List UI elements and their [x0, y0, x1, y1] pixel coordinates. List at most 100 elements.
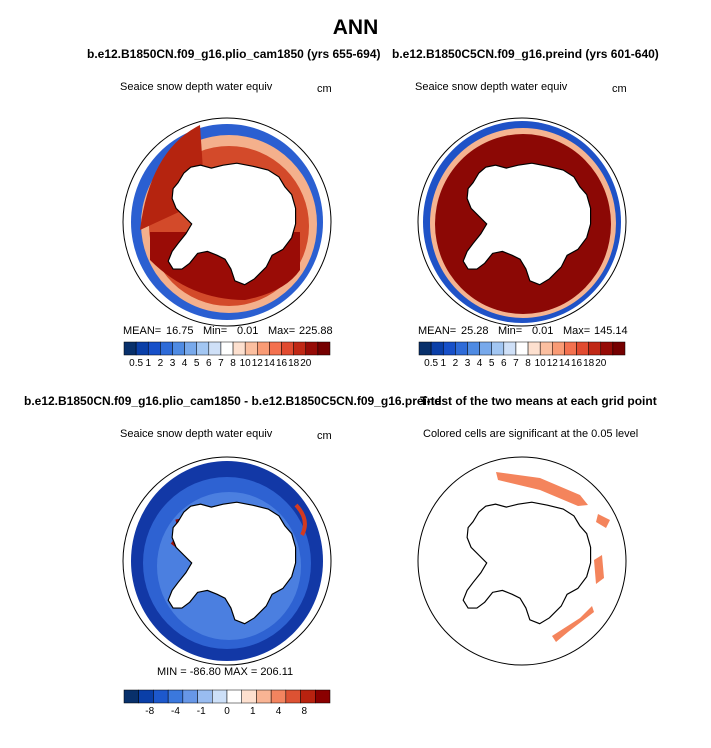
panel-tr-colorbar: 0.5 1 2 3 4 5 6 7 8 10 12 14 16 18 20: [418, 341, 626, 369]
panel-bl-colorbar-tick-label: 0: [224, 706, 230, 717]
panel-tr-min-value: 0.01: [532, 325, 554, 337]
panel-tl-mean-label: MEAN=: [123, 325, 162, 337]
panel-bl-map: [122, 456, 332, 666]
panel-bl-colorbar-swatch: [256, 689, 272, 704]
panel-bl-minmax: MIN = -86.80 MAX = 206.11: [157, 666, 294, 678]
panel-tl-colorbar-tick-label: 5: [194, 358, 200, 369]
panel-tr-colorbar-swatch: [588, 341, 602, 356]
panel-tl-min-label: Min=: [203, 325, 228, 337]
panel-tr-colorbar-swatch: [576, 341, 589, 356]
panel-bl-colorbar-tick-label: -1: [197, 706, 206, 717]
significant-region-east-2: [594, 555, 604, 584]
panel-br-case-title: T-test of the two means at each grid poi…: [420, 394, 657, 408]
panel-bl-colorbar-swatch: [285, 689, 301, 704]
panel-tl-colorbar-tick-label: 18: [288, 358, 300, 369]
panel-tr-colorbar-tick-label: 12: [547, 358, 559, 369]
significant-region-north: [496, 472, 588, 506]
panel-tr-min-label: Min=: [498, 325, 523, 337]
panel-bl-units: cm: [317, 430, 332, 442]
panel-tl-colorbar-swatch: [184, 341, 197, 356]
panel-tr-colorbar-tick-label: 8: [525, 358, 531, 369]
panel-tl-mean-value: 16.75: [166, 325, 194, 337]
panel-tl-colorbar-tick-label: 3: [170, 358, 176, 369]
panel-tl-colorbar-tick-label: 20: [300, 358, 312, 369]
panel-tl-colorbar-swatch: [305, 341, 319, 356]
panel-tl-colorbar-tick-label: 7: [218, 358, 224, 369]
panel-tr-colorbar-tick-label: 2: [453, 358, 459, 369]
panel-tr-max-value: 145.14: [594, 325, 628, 337]
panel-tl-colorbar-tick-label: 0.5: [129, 358, 143, 369]
panel-tl-colorbar-tick-label: 8: [230, 358, 236, 369]
panel-bl-colorbar-swatch: [197, 689, 213, 704]
panel-tr-case-title: b.e12.B1850C5CN.f09_g16.preind (yrs 601-…: [392, 47, 659, 61]
panel-tr-colorbar-tick-label: 5: [489, 358, 495, 369]
panel-tr-colorbar-swatch: [600, 341, 614, 356]
panel-tr-colorbar-swatch: [527, 341, 541, 356]
panel-bl-colorbar-tick-label: 8: [301, 706, 307, 717]
panel-tl-colorbar-swatch: [281, 341, 294, 356]
panel-tl-colorbar-tick-label: 2: [158, 358, 164, 369]
panel-br-map: [417, 456, 627, 666]
panel-bl-colorbar-swatch: [241, 689, 257, 704]
panel-tl-colorbar-swatch: [244, 341, 258, 356]
panel-bl-colorbar-swatch: [167, 689, 184, 704]
panel-tr-units: cm: [612, 83, 627, 95]
panel-tl-colorbar-swatch: [147, 341, 161, 356]
panel-tl-colorbar-tick-label: 6: [206, 358, 212, 369]
panel-tl-colorbar-swatch: [232, 341, 246, 356]
panel-tr-colorbar-swatch: [539, 341, 553, 356]
panel-tr-colorbar-tick-label: 1: [440, 358, 446, 369]
panel-tr-colorbar-tick-label: 6: [501, 358, 507, 369]
panel-tr-colorbar-swatch: [418, 341, 432, 356]
panel-tr-colorbar-swatch: [503, 341, 517, 356]
panel-bl-colorbar-swatch: [226, 689, 242, 704]
panel-bl-colorbar-tick-label: 1: [250, 706, 256, 717]
panel-tl-colorbar-swatch: [317, 341, 331, 356]
panel-tr-colorbar-swatch: [455, 341, 468, 356]
panel-tr-colorbar-tick-label: 14: [559, 358, 571, 369]
panel-tl-colorbar: 0.5 1 2 3 4 5 6 7 8 10 12 14 16 18 20: [123, 341, 331, 369]
panel-tl-colorbar-tick-label: 16: [276, 358, 288, 369]
panel-tr-colorbar-swatch: [467, 341, 480, 356]
panel-tl-colorbar-swatch: [293, 341, 307, 356]
panel-tl-case-title: b.e12.B1850CN.f09_g16.plio_cam1850 (yrs …: [87, 47, 381, 61]
significant-region-south: [552, 606, 594, 642]
panel-tr-mean-label: MEAN=: [418, 325, 457, 337]
panel-tl-colorbar-swatch: [208, 341, 222, 356]
panel-tr-colorbar-tick-label: 4: [477, 358, 483, 369]
panel-br-field: Colored cells are significant at the 0.0…: [423, 428, 639, 440]
panel-bl-colorbar-swatch: [123, 689, 139, 704]
panel-bl-colorbar-swatch: [153, 689, 169, 704]
panel-tr-colorbar-tick-label: 3: [465, 358, 471, 369]
panel-tl-map: [122, 117, 332, 327]
panel-tl-colorbar-tick-label: 14: [264, 358, 276, 369]
panel-bl-colorbar-swatch: [138, 689, 154, 704]
panel-tr-colorbar-tick-label: 20: [595, 358, 607, 369]
panel-tr-colorbar-swatch: [491, 341, 505, 356]
panel-tl-colorbar-tick-label: 12: [252, 358, 264, 369]
panel-tl-colorbar-tick-label: 4: [182, 358, 188, 369]
panel-tl-units: cm: [317, 83, 332, 95]
significant-region-east-1: [596, 514, 610, 528]
panel-tl-colorbar-swatch: [196, 341, 210, 356]
panel-tr-colorbar-swatch: [564, 341, 577, 356]
panel-tr-field: Seaice snow depth water equiv: [415, 81, 568, 93]
panel-tr-colorbar-swatch: [479, 341, 492, 356]
panel-bl-colorbar-tick-label: -4: [171, 706, 180, 717]
panel-bl-colorbar-tick-label: 4: [276, 706, 282, 717]
panel-tr-colorbar-swatch: [515, 341, 529, 356]
panel-bl-colorbar-swatch: [300, 689, 316, 704]
panel-tr-map: [417, 117, 627, 327]
panel-tl-colorbar-swatch: [257, 341, 270, 356]
panel-tl-colorbar-swatch: [269, 341, 282, 356]
panel-tr-mean-value: 25.28: [461, 325, 489, 337]
panel-tr-colorbar-tick-label: 16: [571, 358, 583, 369]
panel-tl-colorbar-swatch: [172, 341, 185, 356]
panel-bl-colorbar-swatch: [315, 689, 331, 704]
panel-bl-colorbar-swatch: [212, 689, 228, 704]
panel-tl-colorbar-swatch: [220, 341, 234, 356]
panel-tr-colorbar-swatch: [552, 341, 565, 356]
panel-tl-max-label: Max=: [268, 325, 296, 337]
panel-tr-colorbar-swatch: [612, 341, 626, 356]
